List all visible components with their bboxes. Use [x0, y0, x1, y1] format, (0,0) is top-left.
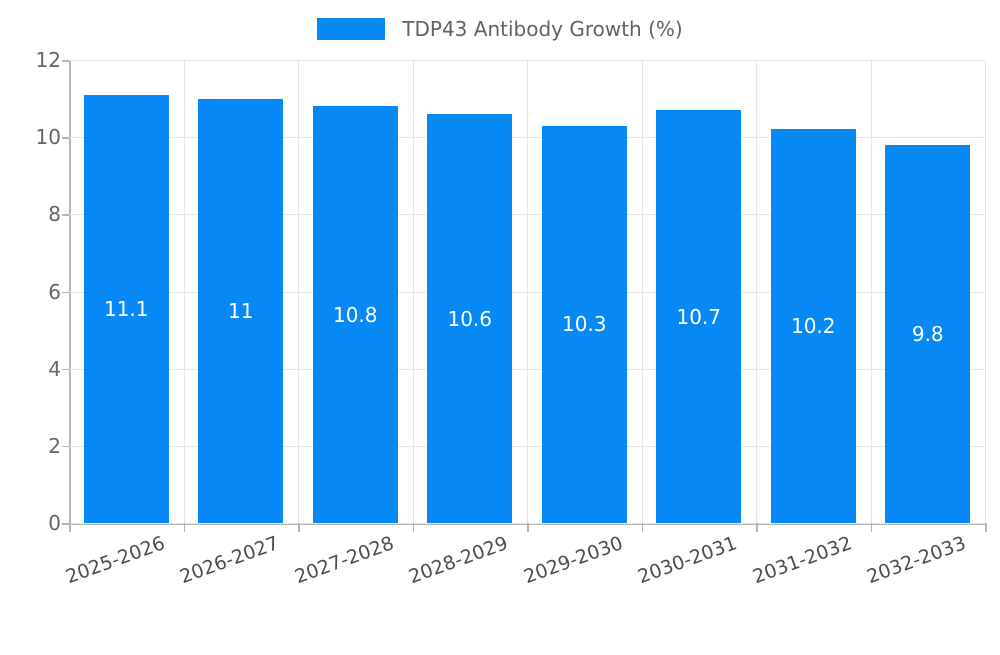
x-axis-tick-mark [527, 523, 529, 532]
y-axis-tick-label: 4 [48, 356, 61, 381]
gridline-vertical [756, 60, 757, 523]
y-axis-tick-mark [62, 60, 70, 62]
bar[interactable] [885, 144, 971, 523]
x-axis-tick-mark [69, 523, 71, 532]
gridline-vertical [183, 60, 185, 523]
y-axis-tick-label: 2 [48, 433, 61, 458]
legend-item-label: TDP43 Antibody Growth (%) [402, 17, 683, 41]
y-axis-tick-mark [62, 291, 70, 293]
y-axis-tick-label: 10 [35, 125, 61, 150]
x-axis-tick-mark [298, 523, 300, 532]
y-axis-tick-label: 0 [48, 511, 61, 535]
gridline-vertical [985, 60, 986, 523]
gridline-vertical [870, 60, 872, 523]
bar[interactable] [770, 129, 856, 523]
bar[interactable] [427, 114, 513, 523]
y-axis: 0 2 4 6 8 10 12 [0, 0, 70, 600]
y-axis-tick-label: 12 [35, 48, 61, 72]
bar[interactable] [198, 98, 284, 523]
y-axis-tick-mark [62, 523, 70, 525]
x-axis-tick-mark [641, 523, 643, 532]
y-axis-tick-mark [62, 214, 70, 216]
x-axis-tick-mark [985, 523, 987, 532]
y-axis-tick-label: 8 [48, 202, 61, 227]
gridline-vertical [298, 60, 299, 523]
x-axis-tick-mark [756, 523, 758, 532]
gridline-vertical [527, 60, 528, 523]
x-axis-tick-mark [183, 523, 185, 532]
y-axis-tick-label: 6 [48, 279, 61, 304]
gridline-vertical [412, 60, 414, 523]
bar[interactable] [312, 106, 398, 523]
y-axis-tick-mark [62, 137, 70, 139]
x-axis-tick-mark [870, 523, 872, 532]
bar-chart: TDP43 Antibody Growth (%) 0 2 4 6 8 10 12 11.1… [0, 0, 1000, 600]
bar[interactable] [541, 125, 627, 523]
y-axis-tick-mark [62, 445, 70, 448]
legend-item-tdp43-antibody-growth[interactable]: TDP43 Antibody Growth (%) [317, 17, 683, 41]
plot-area: 11.1 11 10.8 10.6 10.3 10.7 10.2 9.8 [69, 60, 986, 524]
y-axis-tick-mark [62, 368, 70, 371]
bar[interactable] [83, 94, 169, 523]
chart-legend: TDP43 Antibody Growth (%) [0, 14, 1000, 44]
x-axis-tick-mark [412, 523, 414, 532]
gridline-vertical [641, 60, 643, 523]
legend-color-swatch-icon [317, 18, 386, 40]
bar[interactable] [656, 110, 742, 523]
